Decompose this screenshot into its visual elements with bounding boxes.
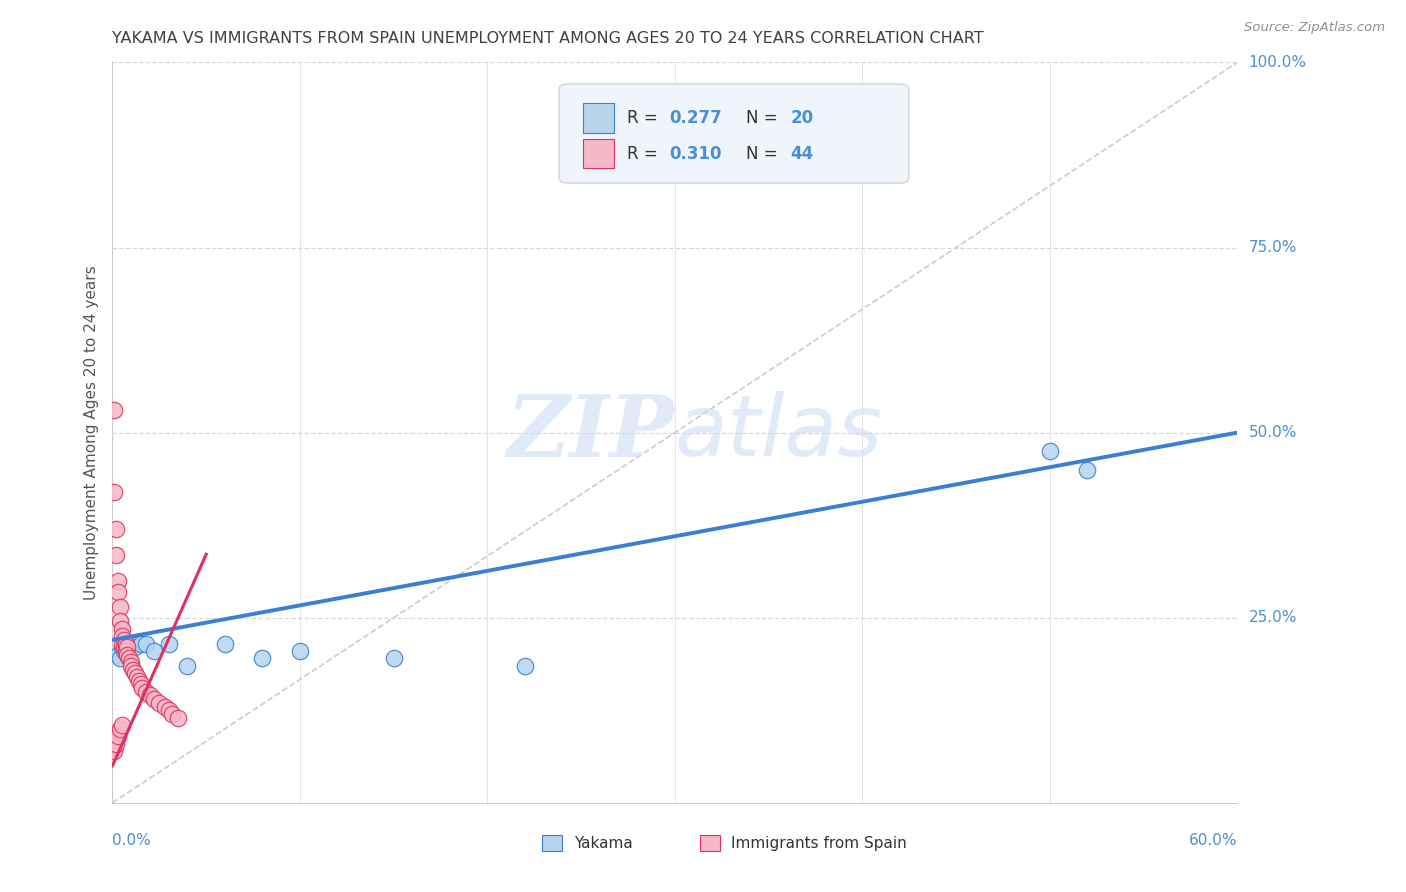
Text: 0.277: 0.277 [669,109,723,127]
Point [114,637,136,651]
Point [120,637,142,651]
Point [112,640,135,655]
FancyBboxPatch shape [582,138,614,169]
Point [114,637,136,651]
Text: 100.0%: 100.0% [1249,55,1306,70]
Text: R =: R = [627,109,662,127]
Text: 25.0%: 25.0% [1249,610,1296,625]
Point [139,689,162,703]
Point [513,658,536,673]
Point [107,584,129,599]
Text: ZIP: ZIP [508,391,675,475]
Point [157,703,180,717]
Point [124,640,146,655]
Text: 20: 20 [790,109,814,127]
Point [111,637,134,651]
FancyBboxPatch shape [543,835,562,851]
Text: R =: R = [627,145,662,162]
Text: Immigrants from Spain: Immigrants from Spain [731,836,907,851]
Point [103,737,125,751]
Point [122,663,145,677]
Point [252,651,274,665]
Text: N =: N = [745,145,783,162]
Point [288,644,311,658]
Point [120,655,142,669]
Point [1039,444,1062,458]
Point [153,699,176,714]
Point [108,651,131,665]
Text: YAKAMA VS IMMIGRANTS FROM SPAIN UNEMPLOYMENT AMONG AGES 20 TO 24 YEARS CORRELATI: YAKAMA VS IMMIGRANTS FROM SPAIN UNEMPLOY… [112,31,984,46]
FancyBboxPatch shape [560,84,908,183]
Point [142,644,165,658]
Text: 50.0%: 50.0% [1249,425,1296,440]
Point [162,706,184,721]
Point [107,725,129,739]
Point [111,622,134,636]
Point [118,651,141,665]
Point [107,648,129,662]
Point [111,629,134,643]
Point [105,732,128,747]
Point [131,681,153,695]
Point [108,722,131,736]
Text: 0.0%: 0.0% [112,833,152,848]
Point [112,644,135,658]
Point [129,637,152,651]
Point [135,637,157,651]
FancyBboxPatch shape [582,103,614,133]
Text: N =: N = [745,109,783,127]
Point [112,632,135,647]
Point [107,729,129,743]
Point [105,522,128,536]
Point [176,658,198,673]
Text: 60.0%: 60.0% [1189,833,1237,848]
Text: Source: ZipAtlas.com: Source: ZipAtlas.com [1244,21,1385,34]
Point [124,666,146,681]
Point [167,711,190,725]
Text: 75.0%: 75.0% [1249,240,1296,255]
Point [120,658,142,673]
Point [111,640,134,655]
Point [117,640,139,655]
Point [214,637,236,651]
Point [108,615,131,629]
Text: atlas: atlas [675,391,883,475]
Point [111,718,134,732]
Point [103,740,125,755]
Point [117,640,139,655]
Point [103,744,125,758]
Point [142,692,165,706]
Point [103,484,125,499]
Point [105,729,128,743]
Text: 44: 44 [790,145,814,162]
Point [382,651,405,665]
Point [157,637,180,651]
Point [105,548,128,562]
Point [135,685,157,699]
Point [148,696,170,710]
FancyBboxPatch shape [700,835,720,851]
Point [107,574,129,588]
Point [1076,462,1098,476]
Point [128,673,150,688]
Point [117,648,139,662]
Text: 0.310: 0.310 [669,145,721,162]
Point [108,599,131,614]
Y-axis label: Unemployment Among Ages 20 to 24 years: Unemployment Among Ages 20 to 24 years [83,265,98,600]
Point [129,677,152,691]
Point [105,737,128,751]
Text: Yakama: Yakama [574,836,633,851]
Point [125,670,148,684]
Point [103,403,125,417]
Point [114,644,136,658]
